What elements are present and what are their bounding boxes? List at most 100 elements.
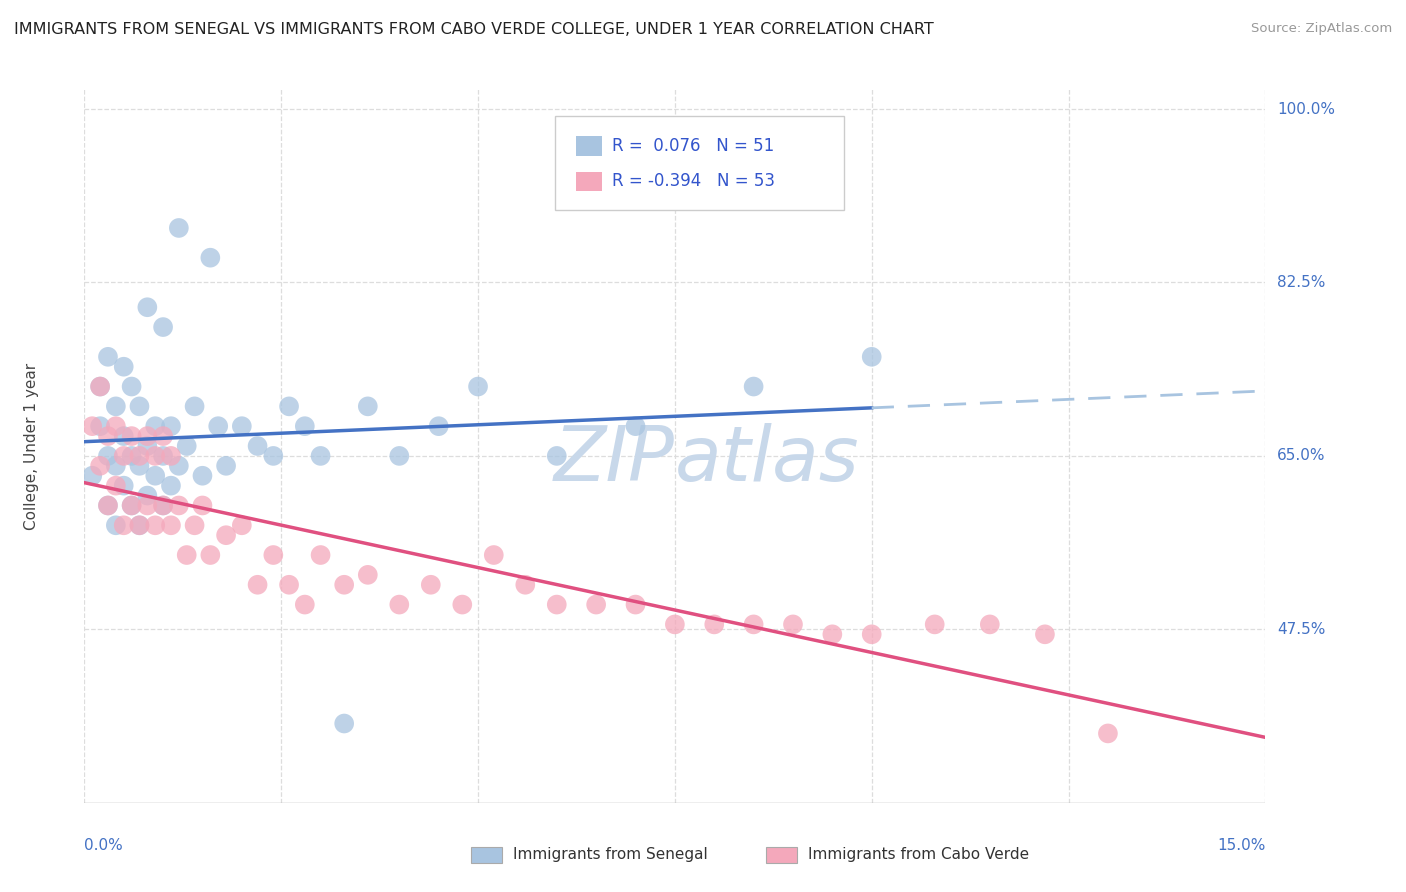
Point (97, 449, 120, 463)
Text: 82.5%: 82.5% (1277, 275, 1326, 290)
Point (136, 439, 159, 453)
Point (183, 400, 205, 414)
Point (546, 598, 568, 612)
Point (860, 627, 883, 641)
Point (294, 598, 316, 612)
Point (97, 499, 120, 513)
Point (152, 499, 174, 513)
Point (200, 548, 222, 562)
Point (979, 617, 1001, 632)
Point (231, 518, 253, 533)
Point (821, 627, 844, 641)
Point (128, 458, 150, 473)
Point (160, 449, 183, 463)
Point (97, 499, 120, 513)
Point (104, 419, 127, 434)
Point (104, 478, 127, 492)
Point (143, 468, 166, 483)
Point (419, 578, 441, 592)
Point (112, 359, 135, 374)
Point (278, 578, 301, 592)
Point (176, 439, 198, 453)
Point (89, 379, 111, 393)
Text: R = -0.394   N = 53: R = -0.394 N = 53 (612, 172, 775, 190)
Point (143, 419, 166, 434)
Point (262, 548, 284, 562)
Point (152, 429, 174, 443)
Point (191, 499, 214, 513)
Text: R =  0.076   N = 51: R = 0.076 N = 51 (612, 136, 773, 155)
Point (262, 449, 284, 463)
Point (136, 499, 159, 513)
Text: College, Under 1 year: College, Under 1 year (24, 362, 39, 530)
Point (82, 419, 104, 434)
Point (191, 468, 214, 483)
Text: Source: ZipAtlas.com: Source: ZipAtlas.com (1251, 22, 1392, 36)
Point (924, 617, 946, 632)
Point (121, 449, 143, 463)
Point (112, 478, 135, 492)
Point (112, 429, 135, 443)
Point (782, 617, 804, 632)
Point (136, 489, 159, 503)
Point (136, 429, 159, 443)
Point (860, 350, 883, 364)
Point (200, 251, 222, 265)
Point (160, 518, 183, 533)
Point (742, 617, 765, 632)
Point (546, 449, 568, 463)
Text: ZIP: ZIP (554, 424, 675, 497)
Point (152, 499, 174, 513)
Point (215, 528, 238, 542)
Point (121, 499, 143, 513)
Text: 65.0%: 65.0% (1277, 449, 1326, 464)
Point (167, 458, 190, 473)
Point (357, 567, 380, 582)
Point (333, 578, 356, 592)
Point (152, 320, 174, 334)
Point (467, 379, 489, 393)
Point (128, 518, 150, 533)
Point (515, 578, 537, 592)
Point (121, 429, 143, 443)
Text: 47.5%: 47.5% (1277, 622, 1326, 637)
Point (207, 419, 229, 434)
Point (357, 400, 380, 414)
Point (128, 449, 150, 463)
Point (624, 598, 647, 612)
Point (112, 518, 135, 533)
Point (246, 578, 269, 592)
Text: IMMIGRANTS FROM SENEGAL VS IMMIGRANTS FROM CABO VERDE COLLEGE, UNDER 1 YEAR CORR: IMMIGRANTS FROM SENEGAL VS IMMIGRANTS FR… (14, 22, 934, 37)
Point (121, 379, 143, 393)
Point (278, 400, 301, 414)
Point (167, 499, 190, 513)
Text: atlas: atlas (675, 424, 859, 497)
Point (143, 518, 166, 533)
Point (121, 499, 143, 513)
Point (128, 518, 150, 533)
Point (333, 716, 356, 731)
Point (176, 548, 198, 562)
Point (167, 221, 190, 235)
Point (482, 548, 505, 562)
Point (160, 419, 183, 434)
Point (152, 449, 174, 463)
Point (97, 429, 120, 443)
Point (451, 598, 474, 612)
Point (624, 419, 647, 434)
Text: Immigrants from Cabo Verde: Immigrants from Cabo Verde (808, 847, 1029, 862)
Point (89, 419, 111, 434)
Point (215, 458, 238, 473)
Point (1097, 726, 1119, 740)
Point (703, 617, 725, 632)
Point (183, 518, 205, 533)
Point (104, 400, 127, 414)
Point (309, 449, 332, 463)
Point (104, 458, 127, 473)
Text: 15.0%: 15.0% (1218, 838, 1265, 854)
Point (246, 439, 269, 453)
Point (388, 598, 411, 612)
Text: 0.0%: 0.0% (84, 838, 124, 854)
Point (112, 449, 135, 463)
Point (742, 379, 765, 393)
